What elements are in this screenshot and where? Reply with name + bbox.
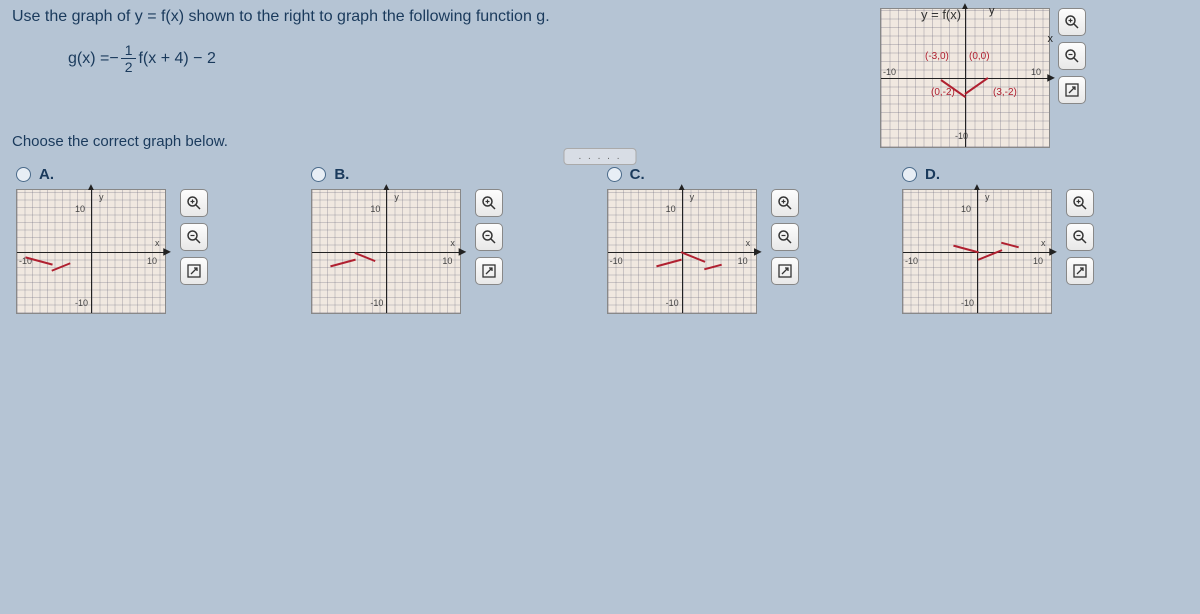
x-axis-label: x — [1048, 33, 1054, 45]
zoom-in-button[interactable] — [1058, 8, 1086, 36]
x-axis-label: x — [746, 238, 751, 248]
option-d: D. ▲ ▶ y x 10 -10 10 -10 — [902, 166, 1184, 314]
zoom-out-button[interactable] — [180, 223, 208, 251]
y-axis-arrow-icon: ▲ — [960, 1, 970, 12]
radio-d[interactable] — [902, 167, 917, 182]
eq-fraction: 1 2 — [121, 42, 137, 75]
x-axis-label: x — [155, 238, 160, 248]
radio-c[interactable] — [607, 167, 622, 182]
tick-label: -10 — [883, 67, 896, 77]
point-label: (0,0) — [969, 51, 990, 62]
tick-10: 10 — [147, 256, 157, 266]
tick-neg10: -10 — [610, 256, 623, 266]
fraction-numerator: 1 — [121, 42, 137, 59]
y-axis-arrow-icon: ▲ — [381, 182, 391, 193]
graph-toolbar — [771, 189, 799, 285]
y-axis-label: y — [989, 5, 995, 17]
radio-b[interactable] — [311, 167, 326, 182]
y-axis — [965, 9, 966, 147]
expand-button[interactable] — [1066, 257, 1094, 285]
option-b: B. ▲ ▶ y x 10 10 -10 — [311, 166, 593, 314]
tick-neg10: -10 — [905, 256, 918, 266]
graph-toolbar — [475, 189, 503, 285]
graph-toolbar — [180, 189, 208, 285]
expand-button[interactable] — [475, 257, 503, 285]
x-axis-arrow-icon: ▶ — [1049, 246, 1057, 257]
radio-a[interactable] — [16, 167, 31, 182]
fraction-denominator: 2 — [121, 59, 137, 75]
option-label-a: A. — [39, 166, 54, 183]
tick-neg10b: -10 — [961, 298, 974, 308]
option-a: A. ▲ ▶ y x 10 -10 10 -10 — [16, 166, 298, 314]
x-axis-label: x — [1041, 238, 1046, 248]
zoom-out-button[interactable] — [771, 223, 799, 251]
graph-title: y = f(x) — [921, 7, 961, 22]
point-label: (-3,0) — [925, 51, 949, 62]
y-axis-label: y — [394, 192, 399, 202]
tick-neg10b: -10 — [75, 298, 88, 308]
zoom-in-button[interactable] — [180, 189, 208, 217]
main-graph-toolbar — [1058, 8, 1086, 104]
tick-10: 10 — [1033, 256, 1043, 266]
tick-label: 10 — [1031, 67, 1041, 77]
eq-neg: − — [109, 50, 118, 68]
tick-label: -10 — [955, 131, 968, 141]
y-axis — [91, 190, 92, 313]
zoom-out-button[interactable] — [1058, 42, 1086, 70]
y-axis-label: y — [985, 192, 990, 202]
graph-c[interactable]: ▲ ▶ y x 10 -10 10 -10 — [607, 189, 757, 314]
x-axis-arrow-icon: ▶ — [459, 246, 467, 257]
zoom-in-button[interactable] — [771, 189, 799, 217]
expand-button[interactable] — [771, 257, 799, 285]
graph-a[interactable]: ▲ ▶ y x 10 -10 10 -10 — [16, 189, 166, 314]
tick-10: 10 — [961, 204, 971, 214]
eq-lhs: g(x) = — [68, 50, 109, 68]
tick-10: 10 — [666, 204, 676, 214]
y-axis-arrow-icon: ▲ — [677, 182, 687, 193]
option-label-c: C. — [630, 166, 645, 183]
expand-button[interactable] — [1058, 76, 1086, 104]
zoom-out-button[interactable] — [475, 223, 503, 251]
x-axis-arrow-icon: ▶ — [754, 246, 762, 257]
y-axis-arrow-icon: ▲ — [972, 182, 982, 193]
option-label-b: B. — [334, 166, 349, 183]
graph-toolbar — [1066, 189, 1094, 285]
tick-10: 10 — [370, 204, 380, 214]
zoom-in-button[interactable] — [475, 189, 503, 217]
option-c: C. ▲ ▶ y x 10 -10 10 -10 — [607, 166, 889, 314]
graph-d[interactable]: ▲ ▶ y x 10 -10 10 -10 — [902, 189, 1052, 314]
main-graph-panel: y = f(x) y x ▲ ▶ (-3,0) (0,0) (0,-2) (3,… — [880, 8, 1160, 148]
point-label: (3,-2) — [993, 87, 1017, 98]
y-axis-arrow-icon: ▲ — [86, 182, 96, 193]
answer-options: A. ▲ ▶ y x 10 -10 10 -10 — [12, 166, 1188, 314]
zoom-out-button[interactable] — [1066, 223, 1094, 251]
graph-b[interactable]: ▲ ▶ y x 10 10 -10 — [311, 189, 461, 314]
y-axis-label: y — [99, 192, 104, 202]
tick-neg10b: -10 — [666, 298, 679, 308]
expand-button[interactable] — [180, 257, 208, 285]
x-axis-arrow-icon: ▶ — [1047, 73, 1055, 84]
tick-10: 10 — [442, 256, 452, 266]
tick-10: 10 — [738, 256, 748, 266]
y-axis — [386, 190, 387, 313]
y-axis-label: y — [690, 192, 695, 202]
x-axis-label: x — [450, 238, 455, 248]
eq-rhs: f(x + 4) − 2 — [138, 50, 215, 68]
main-graph[interactable]: y = f(x) y x ▲ ▶ (-3,0) (0,0) (0,-2) (3,… — [880, 8, 1050, 148]
x-axis-arrow-icon: ▶ — [163, 246, 171, 257]
tick-neg10b: -10 — [370, 298, 383, 308]
option-label-d: D. — [925, 166, 940, 183]
zoom-in-button[interactable] — [1066, 189, 1094, 217]
tick-10: 10 — [75, 204, 85, 214]
section-divider-button[interactable]: . . . . . — [563, 148, 636, 165]
